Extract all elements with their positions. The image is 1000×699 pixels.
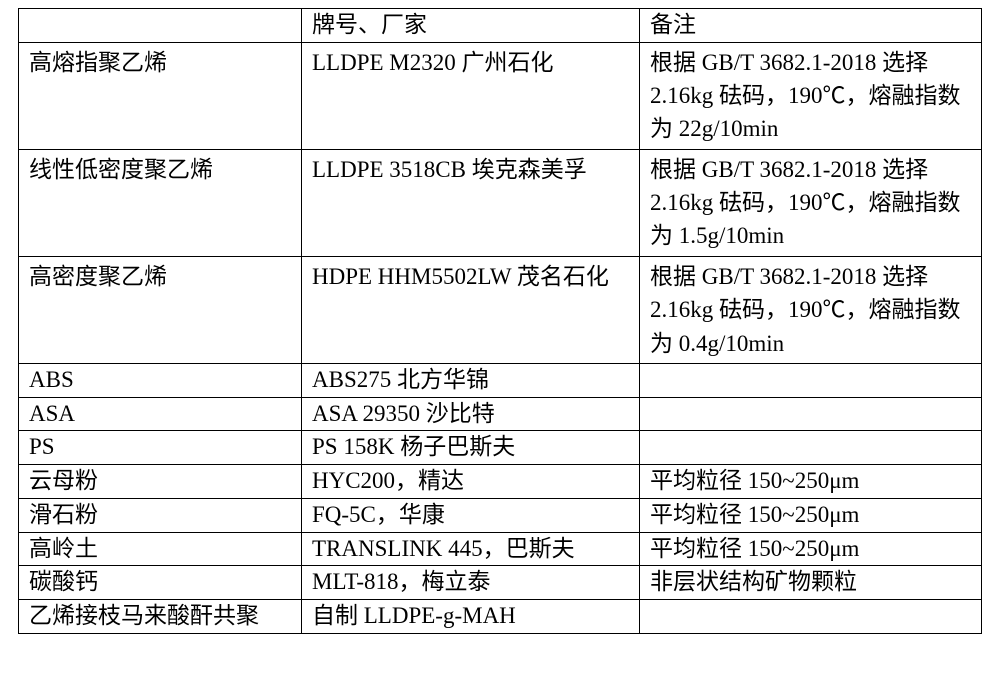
cell-remark: 平均粒径 150~250μm: [640, 498, 982, 532]
table-row: 乙烯接枝马来酸酐共聚自制 LLDPE-g-MAH: [19, 600, 982, 634]
cell-grade: TRANSLINK 445，巴斯夫: [302, 532, 640, 566]
cell-grade: PS 158K 杨子巴斯夫: [302, 431, 640, 465]
cell-grade: FQ-5C，华康: [302, 498, 640, 532]
cell-name: 线性低密度聚乙烯: [19, 149, 302, 256]
cell-name: 滑石粉: [19, 498, 302, 532]
cell-grade: LLDPE M2320 广州石化: [302, 42, 640, 149]
materials-table: 牌号、厂家备注高熔指聚乙烯LLDPE M2320 广州石化根据 GB/T 368…: [18, 8, 982, 634]
cell-remark: [640, 363, 982, 397]
table-row: 高密度聚乙烯HDPE HHM5502LW 茂名石化根据 GB/T 3682.1-…: [19, 256, 982, 363]
table-body: 牌号、厂家备注高熔指聚乙烯LLDPE M2320 广州石化根据 GB/T 368…: [19, 9, 982, 634]
cell-remark: [640, 397, 982, 431]
cell-remark: 根据 GB/T 3682.1-2018 选择2.16kg 砝码，190℃，熔融指…: [640, 149, 982, 256]
table-row: 线性低密度聚乙烯LLDPE 3518CB 埃克森美孚根据 GB/T 3682.1…: [19, 149, 982, 256]
page: 牌号、厂家备注高熔指聚乙烯LLDPE M2320 广州石化根据 GB/T 368…: [0, 0, 1000, 699]
table-row: ABSABS275 北方华锦: [19, 363, 982, 397]
cell-remark: 非层状结构矿物颗粒: [640, 566, 982, 600]
cell-remark: 备注: [640, 9, 982, 43]
cell-grade: 自制 LLDPE-g-MAH: [302, 600, 640, 634]
cell-grade: MLT-818，梅立泰: [302, 566, 640, 600]
table-row: 云母粉HYC200，精达平均粒径 150~250μm: [19, 465, 982, 499]
cell-name: 高岭土: [19, 532, 302, 566]
cell-grade: HDPE HHM5502LW 茂名石化: [302, 256, 640, 363]
cell-name: 乙烯接枝马来酸酐共聚: [19, 600, 302, 634]
cell-grade: 牌号、厂家: [302, 9, 640, 43]
cell-name: 云母粉: [19, 465, 302, 499]
table-row: 高岭土TRANSLINK 445，巴斯夫平均粒径 150~250μm: [19, 532, 982, 566]
cell-name: [19, 9, 302, 43]
table-row: PSPS 158K 杨子巴斯夫: [19, 431, 982, 465]
cell-grade: ASA 29350 沙比特: [302, 397, 640, 431]
table-row: ASAASA 29350 沙比特: [19, 397, 982, 431]
cell-name: 碳酸钙: [19, 566, 302, 600]
cell-grade: ABS275 北方华锦: [302, 363, 640, 397]
cell-remark: 根据 GB/T 3682.1-2018 选择2.16kg 砝码，190℃，熔融指…: [640, 42, 982, 149]
cell-name: ABS: [19, 363, 302, 397]
cell-grade: LLDPE 3518CB 埃克森美孚: [302, 149, 640, 256]
cell-name: 高密度聚乙烯: [19, 256, 302, 363]
cell-name: ASA: [19, 397, 302, 431]
cell-name: 高熔指聚乙烯: [19, 42, 302, 149]
cell-grade: HYC200，精达: [302, 465, 640, 499]
cell-remark: [640, 431, 982, 465]
cell-remark: 平均粒径 150~250μm: [640, 532, 982, 566]
table-row: 高熔指聚乙烯LLDPE M2320 广州石化根据 GB/T 3682.1-201…: [19, 42, 982, 149]
cell-remark: [640, 600, 982, 634]
cell-remark: 平均粒径 150~250μm: [640, 465, 982, 499]
table-row: 碳酸钙MLT-818，梅立泰非层状结构矿物颗粒: [19, 566, 982, 600]
table-row: 牌号、厂家备注: [19, 9, 982, 43]
cell-name: PS: [19, 431, 302, 465]
table-row: 滑石粉FQ-5C，华康平均粒径 150~250μm: [19, 498, 982, 532]
cell-remark: 根据 GB/T 3682.1-2018 选择2.16kg 砝码，190℃，熔融指…: [640, 256, 982, 363]
